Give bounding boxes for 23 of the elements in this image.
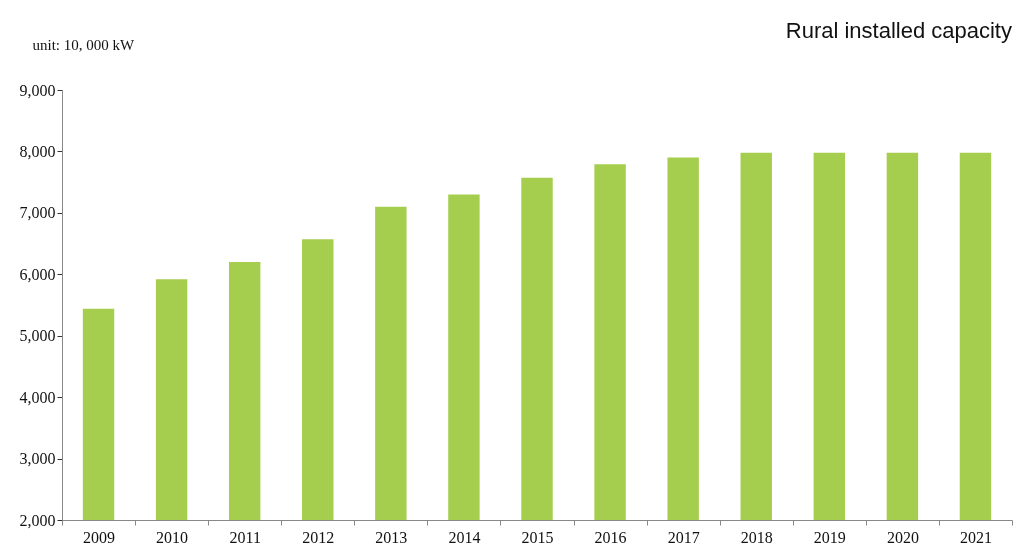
x-tick-label: 2018 [740, 528, 773, 546]
x-tick-label: 2009 [83, 528, 116, 546]
y-tick-label: 9,000 [19, 81, 56, 99]
x-tick-label: 2010 [156, 528, 189, 546]
x-tick-label: 2012 [302, 528, 335, 546]
y-tick-label: 4,000 [19, 388, 56, 406]
x-tick-label: 2019 [813, 528, 846, 546]
y-tick-label: 6,000 [19, 265, 56, 283]
y-tick-label: 2,000 [19, 511, 56, 529]
x-tick-label: 2020 [886, 528, 919, 546]
y-tick-label: 7,000 [19, 204, 56, 222]
chart-title: Rural installed capacity [785, 18, 1012, 43]
x-tick-label: 2014 [448, 528, 481, 546]
y-tick-label: 3,000 [19, 450, 56, 468]
y-axis-title: unit: 10, 000 kW [32, 36, 135, 53]
x-tick-label: 2021 [959, 528, 992, 546]
x-tick-label: 2017 [667, 528, 700, 546]
x-tick-label: 2013 [375, 528, 408, 546]
x-tick-label: 2011 [229, 528, 261, 546]
y-tick-label: 8,000 [19, 142, 56, 160]
x-tick-label: 2016 [594, 528, 627, 546]
x-tick-label: 2015 [521, 528, 554, 546]
y-tick-label: 5,000 [19, 327, 56, 345]
